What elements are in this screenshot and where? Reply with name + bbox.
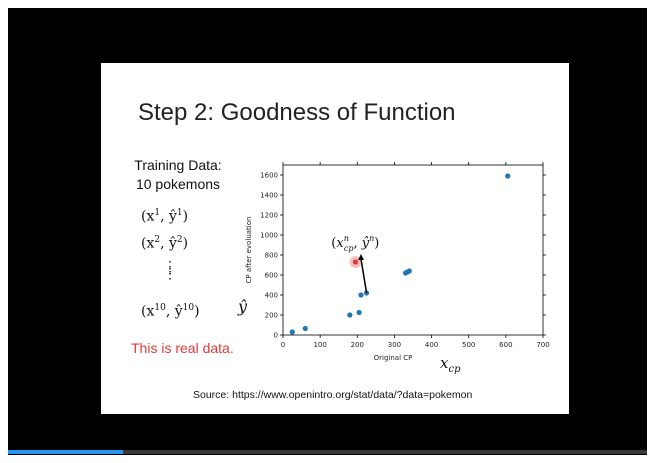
scatter-point bbox=[358, 292, 364, 298]
data-pair-1: (x1, ŷ1) bbox=[141, 208, 188, 225]
pair-end: ) bbox=[182, 235, 189, 252]
pair-y-sup: 2 bbox=[176, 235, 183, 245]
y-tick-label: 200 bbox=[265, 312, 278, 320]
video-progress-fill bbox=[8, 450, 124, 454]
pair-y: , ŷ bbox=[165, 303, 183, 320]
vertical-ellipsis: ⋮ ⋮ bbox=[163, 260, 177, 281]
x-tick-label: 600 bbox=[499, 341, 512, 349]
pair-x-sup: 1 bbox=[154, 208, 161, 218]
pair-y-sup: 10 bbox=[182, 303, 195, 313]
pair-x: (x bbox=[141, 303, 155, 320]
y-tick-label: 600 bbox=[265, 272, 278, 280]
y-tick-label: 400 bbox=[265, 292, 278, 300]
yhat-axis-symbol: ŷ bbox=[238, 297, 248, 316]
pair-y-sup: 1 bbox=[176, 208, 183, 218]
pair-x-sup: 2 bbox=[154, 235, 161, 245]
data-pair-10: (x10, ŷ10) bbox=[141, 303, 200, 320]
xcp-subscript: cp bbox=[448, 364, 461, 375]
lecture-slide: Step 2: Goodness of Function Training Da… bbox=[101, 63, 569, 414]
y-tick-label: 800 bbox=[265, 252, 278, 260]
pair-y: , ŷ bbox=[160, 235, 177, 252]
training-data-heading: Training Data: 10 pokemons bbox=[123, 156, 233, 194]
scatter-point bbox=[505, 173, 511, 179]
video-progress-bar[interactable] bbox=[8, 450, 647, 454]
x-axis-label: Original CP bbox=[374, 354, 413, 362]
pair-end: ) bbox=[182, 208, 189, 225]
data-pair-2: (x2, ŷ2) bbox=[141, 235, 188, 252]
x-tick-label: 700 bbox=[536, 341, 549, 349]
arrow-shaft bbox=[360, 258, 368, 294]
training-title: Training Data: bbox=[134, 157, 222, 173]
y-tick-label: 0 bbox=[274, 332, 278, 340]
scatter-point bbox=[356, 309, 362, 316]
x-tick-label: 100 bbox=[313, 341, 326, 349]
training-subtitle: 10 pokemons bbox=[135, 176, 221, 192]
scatter-point bbox=[363, 290, 370, 296]
y-tick-label: 1200 bbox=[260, 212, 278, 220]
pair-end: ) bbox=[194, 303, 200, 320]
y-axis-label: CP after evoluation bbox=[245, 217, 253, 284]
xcp-base: x bbox=[440, 354, 449, 372]
y-tick-label: 1000 bbox=[260, 232, 278, 240]
pair-x: (x bbox=[141, 208, 155, 225]
scatter-point bbox=[289, 329, 295, 335]
plot-frame bbox=[282, 164, 544, 336]
y-tick-label: 1600 bbox=[260, 172, 278, 180]
scatter-point bbox=[347, 312, 353, 318]
video-player[interactable]: Step 2: Goodness of Function Training Da… bbox=[8, 8, 647, 455]
real-data-note: This is real data. bbox=[131, 340, 234, 356]
y-tick-label: 1400 bbox=[260, 192, 278, 200]
xcp-axis-symbol: xcp bbox=[440, 354, 460, 375]
slide-title: Step 2: Goodness of Function bbox=[138, 99, 456, 126]
vdots-glyph: ⋮ bbox=[163, 266, 177, 282]
x-tick-label: 0 bbox=[281, 341, 285, 349]
highlight-point bbox=[352, 259, 359, 265]
pair-x-sup: 10 bbox=[154, 303, 166, 313]
scatter-point bbox=[406, 268, 412, 274]
pair-x: (x bbox=[141, 235, 155, 252]
scatter-chart: 0 100 200 300 400 500 600 700 0 200 400 600 800 1000 1… bbox=[245, 162, 550, 362]
pair-y: , ŷ bbox=[160, 208, 177, 225]
point-annotation: (xn cp, ŷn) bbox=[331, 234, 379, 253]
source-citation: Source: https://www.openintro.org/stat/d… bbox=[193, 389, 473, 401]
x-tick-label: 200 bbox=[351, 341, 364, 349]
x-tick-label: 500 bbox=[462, 341, 475, 349]
arrow-head bbox=[358, 254, 364, 260]
scatter-point bbox=[302, 325, 308, 332]
x-tick-label: 300 bbox=[388, 341, 401, 349]
x-tick-label: 400 bbox=[425, 341, 438, 349]
